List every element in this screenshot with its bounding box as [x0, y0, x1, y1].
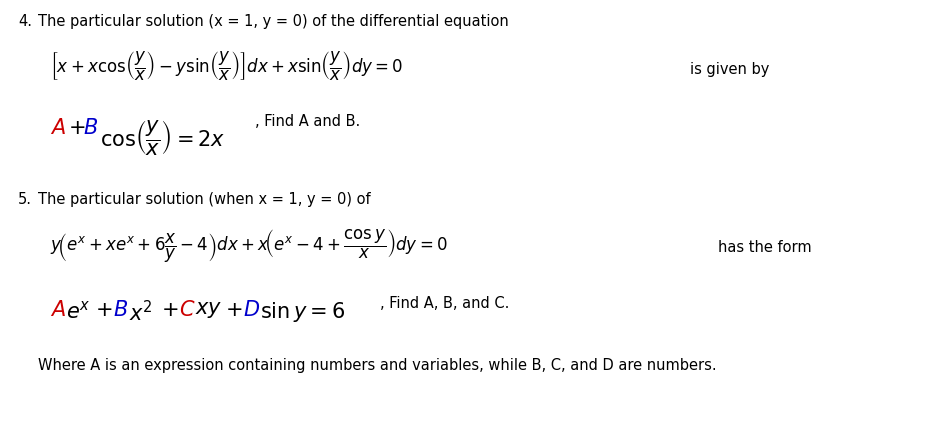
Text: The particular solution (x = 1, y = 0) of the differential equation: The particular solution (x = 1, y = 0) o… [38, 14, 508, 29]
Text: $B$: $B$ [83, 118, 98, 138]
Text: $D$: $D$ [243, 300, 260, 320]
Text: $\cos\!\left(\dfrac{y}{x}\right) = 2x$: $\cos\!\left(\dfrac{y}{x}\right) = 2x$ [100, 118, 226, 157]
Text: $e^{x}$: $e^{x}$ [66, 300, 91, 322]
Text: is given by: is given by [689, 62, 768, 77]
Text: 4.: 4. [18, 14, 32, 29]
Text: Where A is an expression containing numbers and variables, while B, C, and D are: Where A is an expression containing numb… [38, 358, 716, 373]
Text: $+$: $+$ [95, 300, 112, 320]
Text: $y\!\left(e^{x} + xe^{x} + 6\dfrac{x}{y} - 4\right)dx + x\!\left(e^{x} - 4 + \df: $y\!\left(e^{x} + xe^{x} + 6\dfrac{x}{y}… [50, 228, 447, 265]
Text: The particular solution (when x = 1, y = 0) of: The particular solution (when x = 1, y =… [38, 192, 370, 207]
Text: $A$: $A$ [50, 300, 66, 320]
Text: $+$: $+$ [68, 118, 85, 138]
Text: $A$: $A$ [50, 118, 66, 138]
Text: , Find A, B, and C.: , Find A, B, and C. [379, 296, 509, 311]
Text: $+$: $+$ [160, 300, 178, 320]
Text: $+$: $+$ [225, 300, 242, 320]
Text: $\mathrm{sin}\,y = 6$: $\mathrm{sin}\,y = 6$ [260, 300, 345, 324]
Text: $B$: $B$ [113, 300, 127, 320]
Text: $C$: $C$ [178, 300, 195, 320]
Text: 5.: 5. [18, 192, 32, 207]
Text: has the form: has the form [717, 240, 811, 255]
Text: $x^{2}$: $x^{2}$ [129, 300, 153, 325]
Text: $\left[x + x\cos\!\left(\dfrac{y}{x}\right) - y\sin\!\left(\dfrac{y}{x}\right)\r: $\left[x + x\cos\!\left(\dfrac{y}{x}\rig… [50, 50, 403, 83]
Text: , Find A and B.: , Find A and B. [255, 114, 360, 129]
Text: $xy$: $xy$ [194, 300, 222, 320]
